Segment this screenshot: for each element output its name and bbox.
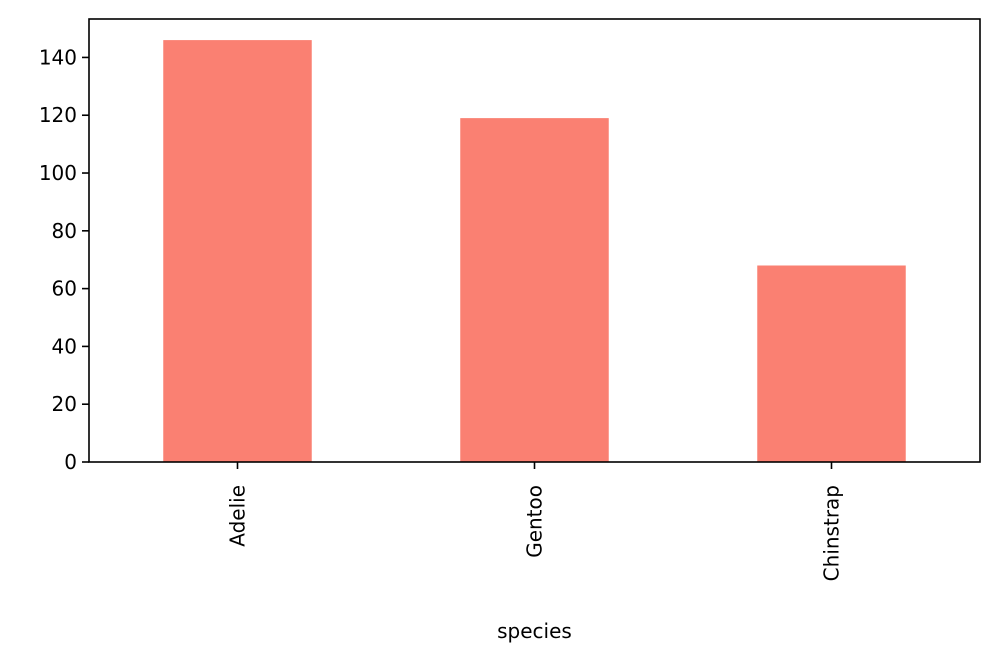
y-tick-label: 140 [39,45,77,69]
bars-group [163,40,906,463]
x-tick-label-adelie: Adelie [226,485,250,547]
y-tick-label: 20 [52,392,77,416]
x-axis-label: species [497,619,572,643]
x-tick-label-gentoo: Gentoo [523,485,547,558]
bar-gentoo [460,118,609,463]
bar-adelie [163,40,312,462]
y-axis-ticks: 0 20 40 60 80 100 120 140 [39,45,89,474]
y-tick-label: 80 [52,219,77,243]
y-tick-label: 0 [64,450,77,474]
y-tick-label: 100 [39,161,77,185]
plot-area-frame [88,18,981,463]
bar-chinstrap [757,265,906,462]
x-axis-ticks: Adelie Gentoo Chinstrap [226,462,844,581]
y-tick-label: 60 [52,277,77,301]
x-tick-label-chinstrap: Chinstrap [820,485,844,581]
y-tick-label: 40 [52,334,77,358]
y-tick-label: 120 [39,103,77,127]
